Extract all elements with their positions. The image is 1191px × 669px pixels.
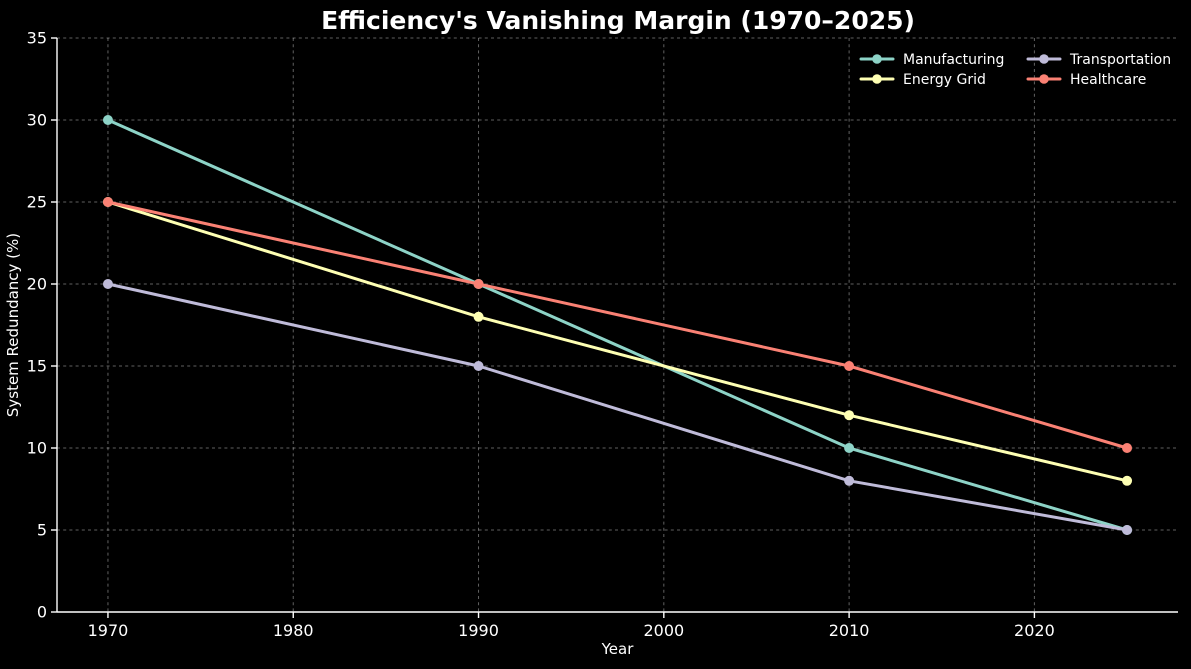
y-tick-label-0: 0 [37,603,47,622]
series-layer [102,115,1133,535]
series-line-manufacturing [106,118,1129,532]
series-point-energy-grid-1990 [473,311,484,322]
series-point-healthcare-1970 [102,197,113,207]
chart-title: Efficiency's Vanishing Margin (1970–2025… [321,6,915,35]
series-line-transportation [106,282,1129,532]
x-tick-label-1990: 1990 [458,621,499,640]
legend-item-transportation: Transportation [1026,52,1171,68]
legend-item-energy-grid: Energy Grid [859,72,986,88]
series-line-healthcare [106,200,1129,450]
legend: Manufacturing Energy Grid Transportation He… [859,52,1171,88]
y-axis-label: System Redundancy (%) [4,233,22,417]
legend-item-manufacturing: Manufacturing [859,52,1004,68]
x-axis-label: Year [601,640,635,658]
y-tick-label-20: 20 [27,275,47,294]
legend-marker-energy-grid [872,74,882,84]
series-point-manufacturing-2010 [844,443,855,453]
series-point-transportation-2010 [844,475,855,486]
series-point-healthcare-2010 [844,361,855,371]
legend-label-transportation: Transportation [1069,52,1171,68]
series-point-energy-grid-2010 [844,410,855,421]
x-tick-label-2010: 2010 [829,621,870,640]
y-tick-label-15: 15 [27,357,47,376]
legend-label-manufacturing: Manufacturing [903,52,1004,68]
series-point-healthcare-2025 [1122,443,1133,453]
legend-marker-manufacturing [872,54,882,64]
axes-layer: 1970 1980 1990 2000 2010 2020 0 5 10 15 20 25 30 35 [27,29,1178,640]
x-tick-label-1970: 1970 [88,621,129,640]
x-tick-label-2020: 2020 [1014,621,1055,640]
series-point-transportation-1990 [473,361,484,371]
legend-marker-healthcare [1039,74,1049,84]
y-tick-label-5: 5 [37,521,47,540]
legend-item-healthcare: Healthcare [1026,72,1146,88]
legend-label-energy-grid: Energy Grid [903,72,986,88]
y-tick-label-25: 25 [27,193,47,212]
y-tick-label-35: 35 [27,29,47,48]
legend-label-healthcare: Healthcare [1070,72,1146,88]
legend-marker-transportation [1039,54,1049,64]
x-tick-label-2000: 2000 [643,621,684,640]
series-point-transportation-1970 [102,279,113,289]
series-point-transportation-2025 [1122,525,1133,535]
series-point-healthcare-1990 [473,279,484,289]
y-tick-label-30: 30 [27,111,47,130]
series-line-energy-grid [106,200,1129,483]
y-tick-label-10: 10 [27,439,47,458]
grid-layer [57,37,1178,613]
series-point-energy-grid-2025 [1122,475,1133,486]
series-point-manufacturing-1970 [102,115,113,125]
x-tick-label-1980: 1980 [273,621,314,640]
